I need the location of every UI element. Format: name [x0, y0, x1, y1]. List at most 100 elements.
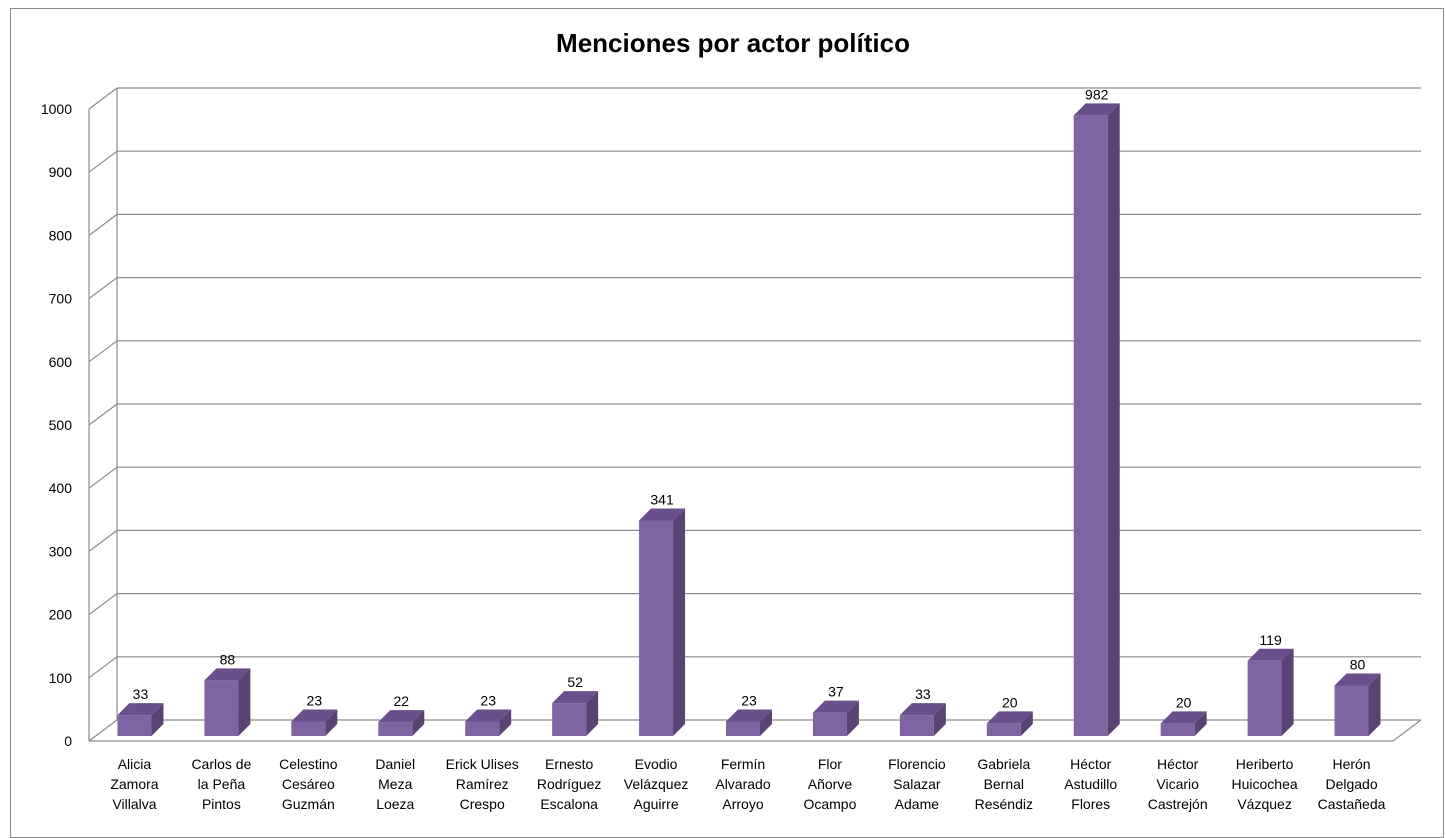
bar-side	[1020, 711, 1033, 736]
bar-front	[899, 715, 934, 736]
x-category-label: Gabriela Bernal Reséndiz	[975, 756, 1033, 812]
x-axis-categories: Alicia Zamora Villalva Carlos de la Peña Pint…	[110, 756, 1385, 812]
x-category-label-line: Alicia	[118, 756, 152, 772]
bar-top	[1073, 103, 1120, 116]
data-label: 22	[393, 693, 409, 709]
x-category-label-line: Añorve	[808, 776, 853, 792]
bar-front	[812, 712, 847, 736]
x-category-label-line: Ernesto	[545, 756, 593, 772]
x-category-label-line: Celestino	[279, 756, 338, 772]
gridline-side	[88, 529, 118, 552]
data-label: 20	[1176, 694, 1192, 710]
x-category-label-line: Fermín	[721, 756, 765, 772]
x-category-label: Erick Ulises Ramírez Crespo	[446, 756, 519, 812]
x-category-label-line: Adame	[895, 796, 940, 812]
bar-top	[117, 703, 164, 716]
bar-top	[291, 709, 338, 722]
x-category-label: Carlos de la Peña Pintos	[191, 756, 251, 812]
x-category-label-line: Evodio	[635, 756, 678, 772]
y-tick-label: 100	[49, 670, 73, 686]
bar-top	[552, 691, 599, 704]
y-tick-label: 800	[49, 227, 73, 243]
data-label: 20	[1002, 694, 1018, 710]
bar	[1073, 103, 1120, 737]
bar-side	[673, 508, 686, 736]
x-category-label-line: Aguirre	[633, 796, 678, 812]
bar-side	[1281, 648, 1294, 736]
x-category-label-line: Ocampo	[803, 796, 856, 812]
bar	[204, 668, 251, 736]
bar-front	[552, 703, 587, 736]
x-category-label-line: Crespo	[460, 796, 505, 812]
data-label: 23	[480, 692, 496, 708]
bar	[899, 703, 946, 736]
bar-front	[117, 715, 152, 736]
x-category-label-line: Velázquez	[624, 776, 689, 792]
data-labels: 33 88 23 22 23 52 341 23 37 33 20 982 20 119 80	[133, 86, 1366, 710]
x-category-label-line: Herón	[1332, 756, 1370, 772]
x-category-label-line: Florencio	[888, 756, 946, 772]
x-category-label: Ernesto Rodríguez Escalona	[537, 756, 602, 812]
bar-top	[378, 710, 425, 723]
bar-top	[1160, 711, 1207, 724]
data-label: 982	[1085, 86, 1109, 102]
bar-front	[465, 721, 500, 736]
x-category-label: Evodio Velázquez Aguirre	[624, 756, 689, 812]
x-category-label-line: Héctor	[1070, 756, 1112, 772]
gridline-side	[88, 719, 118, 742]
chart-title: Menciones por actor político	[556, 28, 910, 58]
x-category-label: Heriberto Huicochea Vázquez	[1232, 756, 1298, 812]
gridline-side	[88, 150, 118, 173]
bar-side	[586, 691, 599, 736]
bar-top	[726, 709, 772, 722]
x-category-label-line: la Peña	[198, 776, 246, 792]
gridline-side	[88, 213, 118, 236]
x-category-label-line: Castañeda	[1318, 796, 1386, 812]
bar-side	[1368, 673, 1381, 736]
bar-side	[760, 709, 772, 736]
floor-right-edge	[1392, 719, 1422, 742]
x-category-label-line: Heriberto	[1236, 756, 1294, 772]
bar	[1160, 711, 1207, 736]
bar-top	[465, 709, 512, 722]
x-category-label-line: Pintos	[202, 796, 241, 812]
bar-top	[986, 711, 1033, 724]
bar-front	[1247, 660, 1282, 736]
x-category-label-line: Zamora	[110, 776, 158, 792]
x-category-label: Alicia Zamora Villalva	[110, 756, 158, 812]
y-tick-label: 400	[49, 480, 73, 496]
x-category-label-line: Reséndiz	[975, 796, 1033, 812]
y-tick-label: 500	[49, 417, 73, 433]
data-label: 37	[828, 684, 844, 700]
x-category-label: Daniel Meza Loeza	[375, 756, 415, 812]
y-tick-label: 600	[49, 354, 73, 370]
gridlines	[88, 87, 1422, 742]
x-category-label-line: Héctor	[1157, 756, 1199, 772]
bar-front	[291, 721, 326, 736]
bar-top	[204, 668, 251, 681]
x-category-label-line: Villalva	[112, 796, 156, 812]
x-category-label-line: Daniel	[375, 756, 415, 772]
bar-top	[1334, 673, 1381, 686]
data-label: 33	[133, 686, 149, 702]
x-category-label-line: Flor	[818, 756, 842, 772]
x-category-label-line: Flores	[1071, 796, 1110, 812]
data-label: 88	[220, 651, 236, 667]
x-category-label: Florencio Salazar Adame	[888, 756, 946, 812]
bar-top	[1247, 648, 1294, 661]
x-category-label-line: Meza	[378, 776, 412, 792]
bar-side	[1194, 711, 1207, 736]
bar	[291, 709, 338, 736]
x-category-label-line: Salazar	[893, 776, 941, 792]
gridline-side	[88, 340, 118, 363]
bar-top	[899, 703, 946, 716]
x-category-label-line: Escalona	[540, 796, 598, 812]
x-category-label-line: Vicario	[1156, 776, 1199, 792]
bar	[639, 508, 686, 736]
bar-front	[1160, 723, 1195, 736]
bar	[378, 710, 425, 736]
bar	[1247, 648, 1294, 736]
gridline-side	[88, 277, 118, 300]
bar-side	[325, 709, 338, 736]
y-tick-label: 900	[49, 164, 73, 180]
